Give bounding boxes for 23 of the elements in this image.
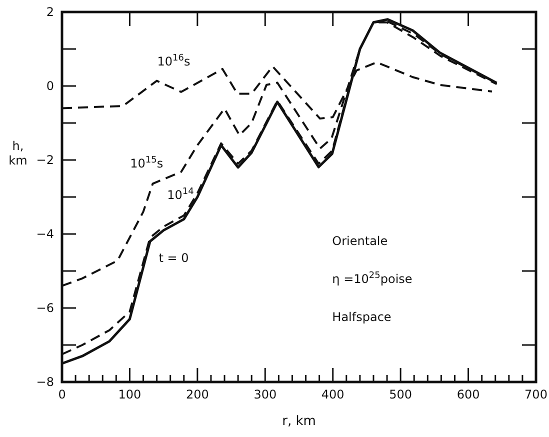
x-tick-label: 500 [389,388,412,402]
series-label: 10$^{14}$ [167,186,194,202]
series-label: 10$^{16}$s [157,54,190,69]
y-tick-label: −8 [36,374,54,389]
series-label: 10$^{15}$s [130,155,164,170]
series-label: t = 0 [158,250,189,265]
y-tick-label: −2 [36,152,54,167]
y-axis-title: h, km [8,139,28,168]
x-tick-label: 400 [321,388,344,402]
x-tick-label: 200 [186,388,209,402]
annotation: Orientale [332,234,388,248]
y-tick-label: −6 [36,300,54,315]
y-tick-label: −4 [36,226,54,241]
x-tick-label: 0 [58,388,66,402]
y-tick-label: 0 [46,78,54,93]
y-tick-label: 2 [46,4,54,19]
x-tick-label: 600 [456,388,480,402]
annotation: η =10$^{25}$poise [332,271,412,286]
x-axis-title: r, km [282,414,316,429]
annotation: Halfspace [332,310,392,324]
x-tick-label: 100 [118,388,142,402]
x-tick-label: 700 [524,388,548,402]
x-tick-label: 300 [254,388,277,402]
